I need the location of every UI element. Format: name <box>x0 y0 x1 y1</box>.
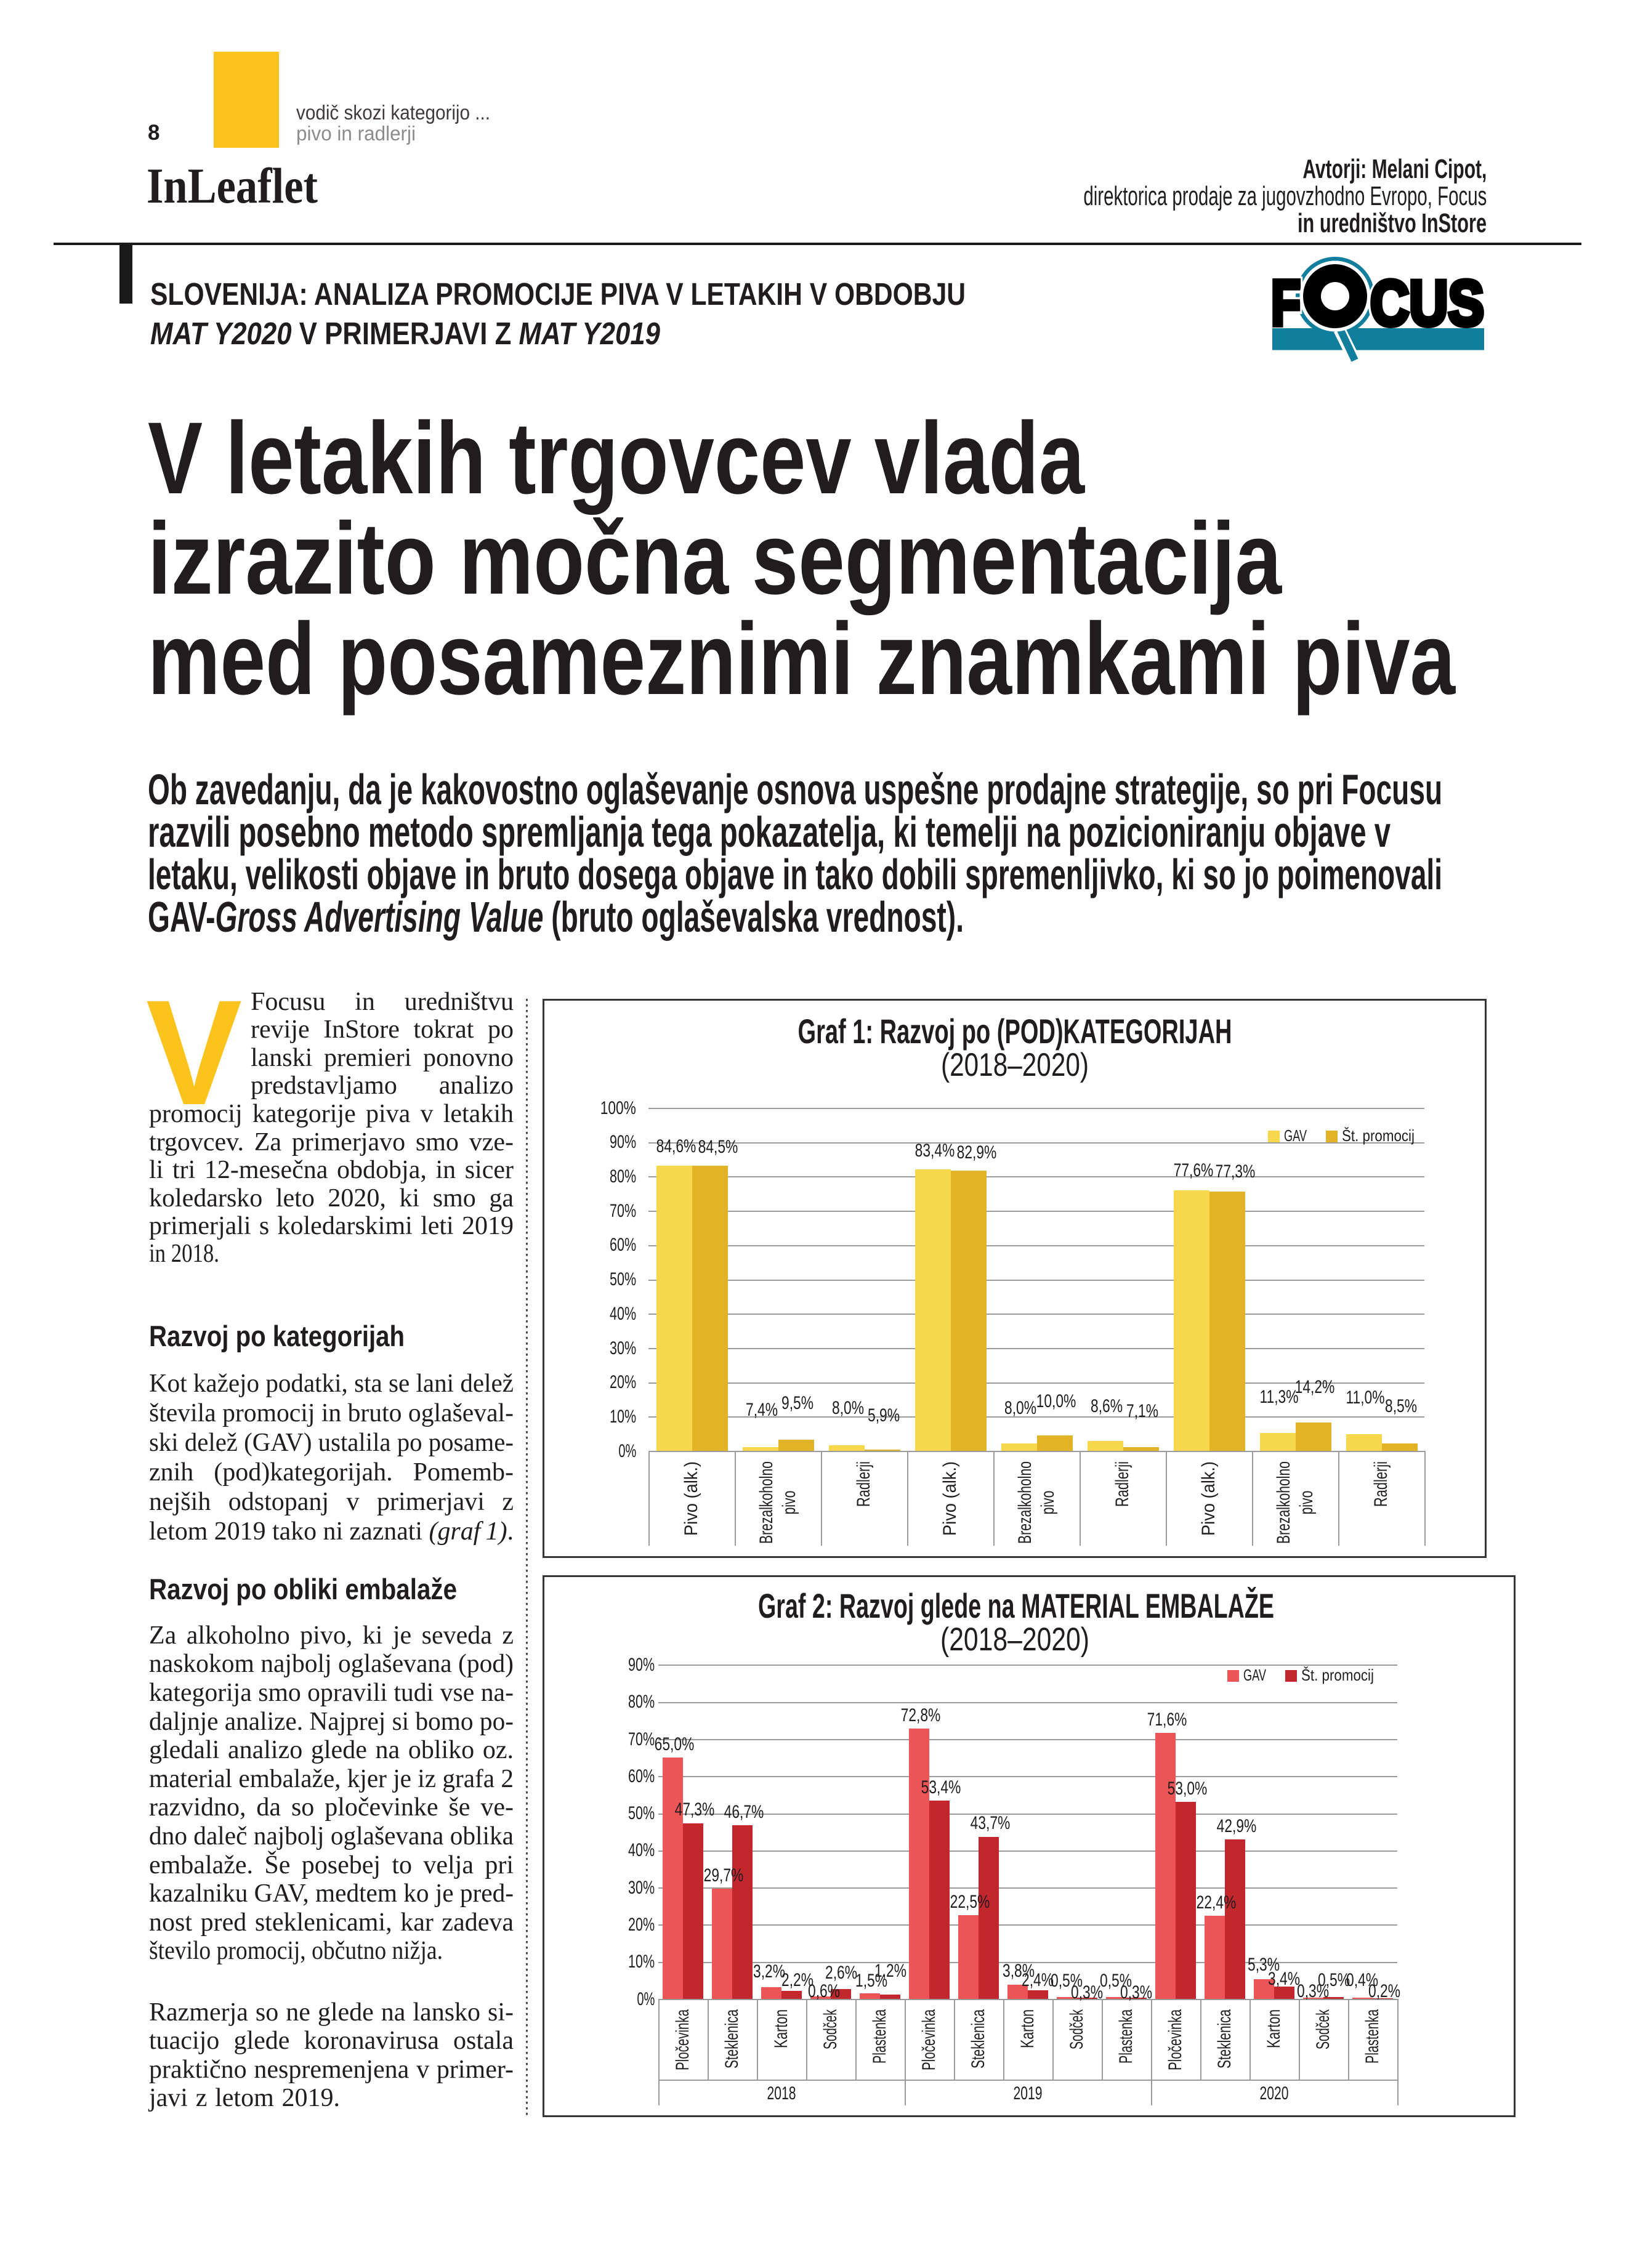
svg-text:CUS: CUS <box>1370 268 1484 339</box>
svg-text:F: F <box>1271 268 1301 339</box>
